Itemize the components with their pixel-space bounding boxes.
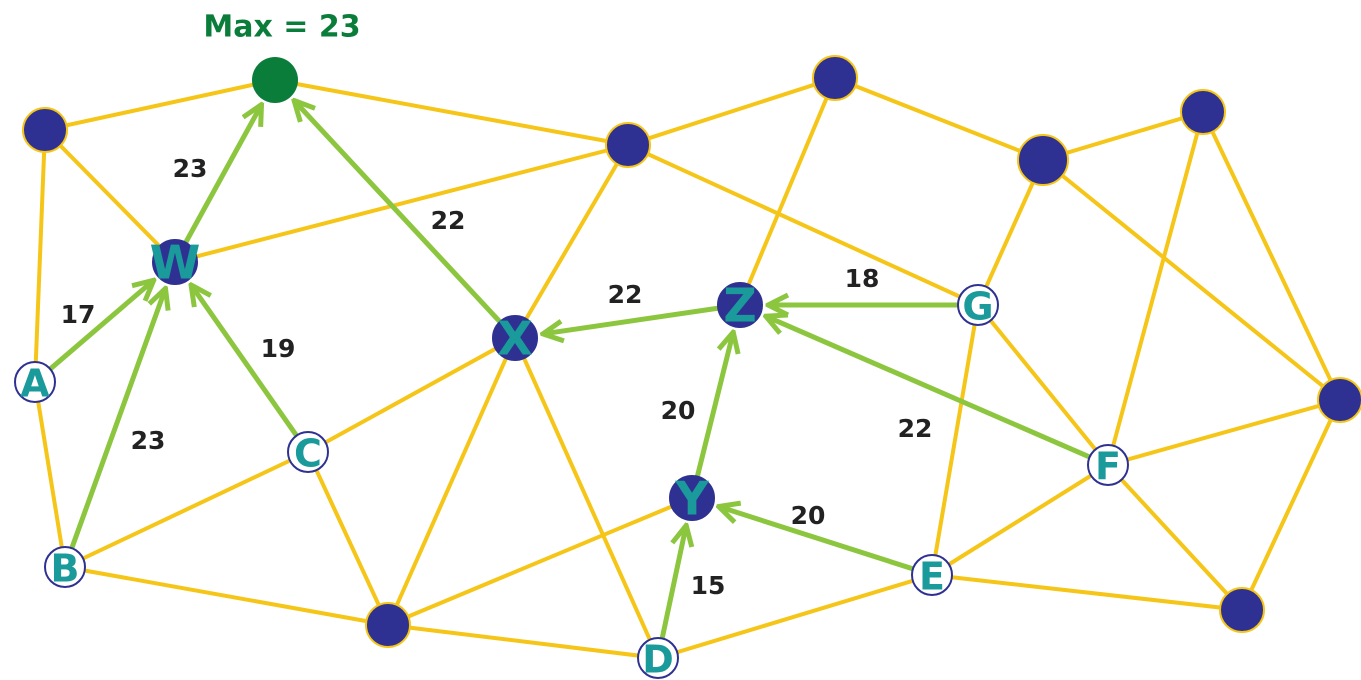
node — [14, 361, 56, 403]
edge-label: 18 — [845, 264, 880, 293]
node — [717, 282, 763, 328]
edge-label: 22 — [431, 206, 466, 235]
edge-label: 22 — [898, 414, 933, 443]
flow-arrow — [39, 280, 154, 379]
edge — [513, 143, 630, 340]
node — [1087, 444, 1129, 486]
edge — [307, 336, 516, 454]
flow-arrow — [543, 303, 733, 334]
edge-label: 22 — [608, 280, 643, 309]
flow-arrow — [719, 507, 926, 575]
edge — [1106, 463, 1244, 612]
flow-arrow — [294, 101, 512, 334]
node — [637, 637, 679, 679]
edge — [976, 159, 1045, 306]
edge-label: 23 — [173, 154, 208, 183]
edge — [274, 78, 629, 147]
flow-arrows — [39, 101, 1102, 651]
flow-arrow — [691, 332, 733, 491]
flow-arrow — [65, 288, 166, 561]
node — [1219, 587, 1265, 633]
sink-node — [252, 57, 298, 103]
edge — [174, 143, 629, 264]
node — [44, 546, 86, 588]
edge — [1042, 110, 1204, 162]
edge — [64, 565, 389, 627]
edge — [1106, 111, 1205, 466]
node-label: F — [1095, 445, 1121, 489]
node-label: E — [919, 555, 945, 599]
edge — [627, 76, 836, 147]
node-label: Z — [723, 279, 756, 333]
node-label: G — [962, 285, 993, 329]
node-label: C — [294, 432, 322, 476]
edge — [930, 463, 1110, 577]
edge — [1041, 158, 1342, 402]
edge — [64, 450, 309, 569]
edge-label: 17 — [61, 300, 96, 329]
node — [152, 239, 198, 285]
node — [911, 554, 953, 596]
node — [669, 475, 715, 521]
flow-arrow — [191, 285, 306, 447]
node — [287, 431, 329, 473]
edge — [976, 303, 1110, 467]
flow-arrow — [657, 525, 687, 651]
edge — [386, 337, 517, 626]
node-label: X — [497, 312, 532, 366]
edge — [33, 381, 67, 568]
edge-label: 20 — [661, 396, 696, 425]
node — [1180, 89, 1226, 135]
edge — [931, 573, 1243, 612]
edge — [657, 573, 933, 660]
node-label: A — [20, 362, 50, 406]
labels: 23 17 23 19 22 22 18 22 20 20 15 W A B C X Z G Y F E D — [20, 154, 1121, 680]
edge — [306, 451, 390, 626]
edge — [44, 78, 276, 132]
edge — [834, 76, 1044, 162]
node — [365, 602, 411, 648]
edge — [33, 129, 47, 383]
edge-label: 20 — [791, 501, 826, 530]
edge-label: 23 — [131, 426, 166, 455]
edge-label: 19 — [261, 334, 296, 363]
edge — [513, 337, 660, 659]
node-label: Y — [674, 472, 709, 526]
flow-arrow — [176, 105, 262, 257]
nodes — [14, 55, 1361, 679]
node — [492, 315, 538, 361]
node — [1317, 377, 1361, 423]
edge — [387, 496, 693, 627]
edge — [738, 77, 837, 306]
edge — [1201, 111, 1342, 401]
node-label: D — [642, 638, 674, 680]
title: Max = 23 — [203, 10, 360, 45]
node-label: W — [150, 236, 201, 290]
node — [1017, 134, 1069, 186]
edge — [930, 304, 980, 576]
node — [22, 107, 68, 153]
edge — [627, 143, 979, 307]
node — [957, 284, 999, 326]
edge-label: 15 — [691, 571, 726, 600]
node — [812, 55, 858, 101]
edge — [387, 623, 659, 660]
edge — [1107, 398, 1341, 467]
edge — [43, 128, 177, 264]
edge — [1240, 399, 1342, 611]
flow-arrow — [766, 316, 1102, 465]
edges — [33, 76, 1342, 660]
node-label: B — [51, 547, 80, 591]
node — [605, 122, 651, 168]
